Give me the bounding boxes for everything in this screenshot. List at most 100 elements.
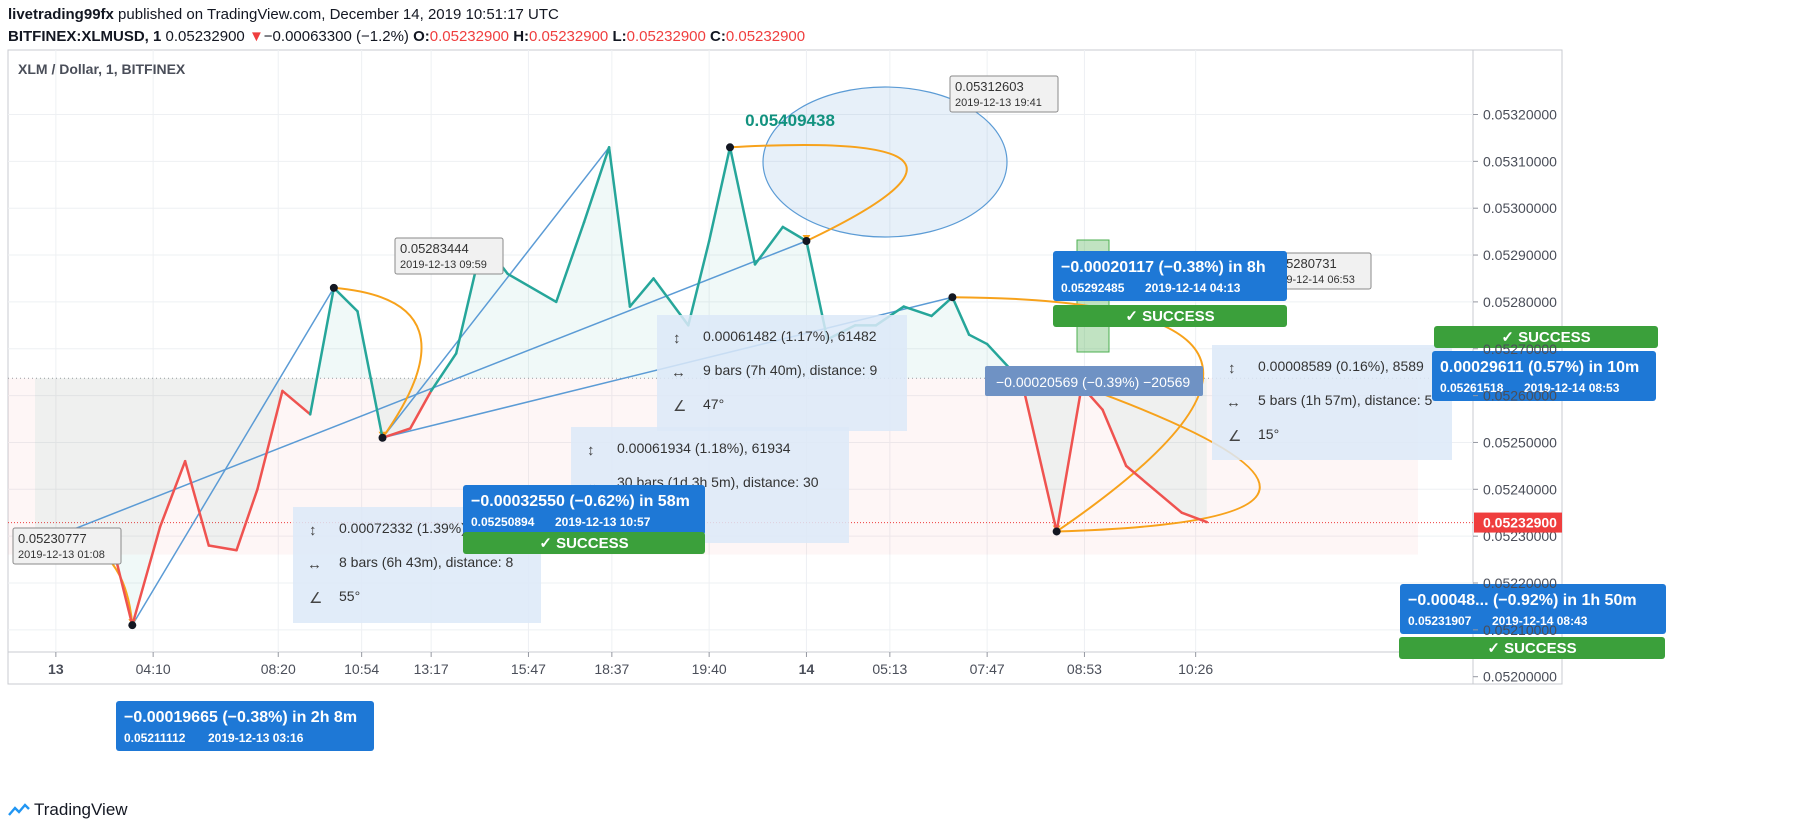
series-segment (951, 295, 971, 336)
price-note-time: 2019-12-14 06:53 (1268, 274, 1355, 286)
symbol-info: BITFINEX:XLMUSD, 1 0.05232900 ▼−0.000633… (8, 28, 805, 45)
success-label: ✓ SUCCESS (1501, 329, 1590, 346)
series-segment (281, 389, 312, 416)
publish-info: livetrading99fx published on TradingView… (8, 6, 559, 23)
last-price-value: 0.05232900 (1483, 515, 1557, 531)
series-segment (1152, 488, 1183, 514)
forecast-price: 0.05261518 (1440, 381, 1504, 395)
trend-stat-angle: 55° (339, 588, 360, 604)
forecast-price: 0.05231907 (1408, 614, 1472, 628)
trend-stat-angle: 15° (1258, 426, 1279, 442)
series-segment (555, 221, 586, 304)
anchor-point (1052, 527, 1061, 536)
high-value: 0.05232900 (529, 28, 609, 45)
series-segment (183, 459, 210, 547)
y-tick-label: 0.05200000 (1483, 669, 1557, 685)
success-label: ✓ SUCCESS (539, 535, 628, 552)
angle-icon: ∠ (309, 590, 322, 607)
price-note-value: 0.05283444 (400, 241, 469, 256)
series-segment (409, 389, 433, 430)
anchor-point (726, 143, 734, 152)
anchor-point (128, 621, 137, 630)
trend-stat-bars: 5 bars (1h 57m), distance: 5 (1258, 392, 1433, 408)
series-segment (1055, 384, 1083, 533)
series-segment (356, 310, 384, 440)
open-label: O: (413, 28, 430, 45)
price-note-time: 2019-12-13 19:41 (955, 97, 1042, 109)
series-segment (308, 286, 336, 416)
series-segment (781, 225, 808, 243)
trend-stat-bars: 8 bars (6h 43m), distance: 8 (339, 554, 514, 570)
forecast-change: −0.00020117 (−0.38%) in 8h (1061, 259, 1266, 276)
x-tick-label: 10:26 (1178, 661, 1213, 677)
x-tick-label: 18:37 (594, 661, 629, 677)
x-tick-label: 10:54 (344, 661, 379, 677)
trend-line (131, 287, 335, 626)
low-value: 0.05232900 (626, 28, 706, 45)
y-tick-label: 0.05220000 (1483, 575, 1557, 591)
success-badge (1399, 637, 1665, 659)
range-label-box (985, 366, 1203, 396)
anchor-point (378, 433, 387, 442)
price-range-icon: ↕ (309, 522, 317, 539)
x-tick-label: 15:47 (511, 661, 546, 677)
price-note-time: 2019-12-13 09:59 (400, 259, 487, 271)
symbol-name[interactable]: BITFINEX:XLMUSD, 1 (8, 28, 162, 45)
forecast-time: 2019-12-13 10:57 (555, 515, 651, 529)
x-tick-label: 05:13 (872, 661, 907, 677)
forecast-time: 2019-12-14 04:13 (1145, 281, 1241, 295)
x-tick-label: 13 (48, 661, 64, 677)
x-tick-label: 08:53 (1067, 661, 1102, 677)
series-segment (930, 295, 954, 318)
forecast-arc (952, 296, 1205, 533)
series-segment (728, 146, 757, 266)
y-tick-label: 0.05290000 (1483, 247, 1557, 263)
close-value: 0.05232900 (725, 28, 806, 45)
trend-stat-price: 0.00061482 (1.17%), 61482 (703, 328, 877, 344)
forecast-arc (333, 286, 423, 439)
y-tick-label: 0.05280000 (1483, 294, 1557, 310)
series-segment (429, 352, 458, 393)
bar-range-icon: ↔ (307, 556, 322, 573)
y-tick-label: 0.05270000 (1483, 341, 1557, 357)
price-range-icon: ↕ (587, 442, 595, 459)
forecast-box (1432, 351, 1656, 401)
y-tick-label: 0.05320000 (1483, 107, 1557, 123)
trend-stat-price: 0.00072332 (1.39%) (339, 520, 466, 536)
footer-brand[interactable]: TradingView (8, 800, 128, 820)
series-segment (607, 146, 632, 308)
series-segment (687, 239, 711, 327)
series-segment (902, 305, 933, 318)
forecast-arc (729, 143, 908, 242)
trend-stat-bars: 9 bars (7h 40m), distance: 9 (703, 362, 878, 378)
x-tick-label: 19:40 (692, 661, 727, 677)
y-tick-label: 0.05310000 (1483, 153, 1557, 169)
series-segment (381, 427, 412, 440)
series-segment (332, 286, 359, 313)
price-note (12, 527, 122, 565)
price-note (394, 237, 504, 275)
forecast-price: 0.05250894 (471, 515, 535, 529)
series-segment (506, 272, 558, 304)
y-tick-label: 0.05260000 (1483, 388, 1557, 404)
forecast-price: 0.05292485 (1061, 281, 1125, 295)
price-note-time: 2019-12-13 01:08 (18, 549, 105, 561)
y-tick-label: 0.05300000 (1483, 200, 1557, 216)
chart-title: XLM / Dollar, 1, BITFINEX (18, 61, 186, 77)
author-name[interactable]: livetrading99fx (8, 6, 114, 23)
close-label: C: (710, 28, 726, 45)
published-text: published on TradingView.com, December 1… (118, 6, 559, 23)
anchor-point (802, 236, 811, 245)
bar-range-icon: ↔ (671, 364, 686, 381)
success-label: ✓ SUCCESS (1487, 640, 1576, 657)
series-segment (753, 225, 785, 266)
y-tick-label: 0.05210000 (1483, 622, 1557, 638)
x-tick-label: 14 (799, 661, 815, 677)
series-segment (1180, 511, 1209, 524)
y-tick-label: 0.05240000 (1483, 481, 1557, 497)
trend-stat-angle: 47° (703, 396, 724, 412)
series-segment (235, 488, 259, 552)
forecast-price: 0.05211112 (124, 731, 186, 745)
trend-line (55, 240, 807, 537)
